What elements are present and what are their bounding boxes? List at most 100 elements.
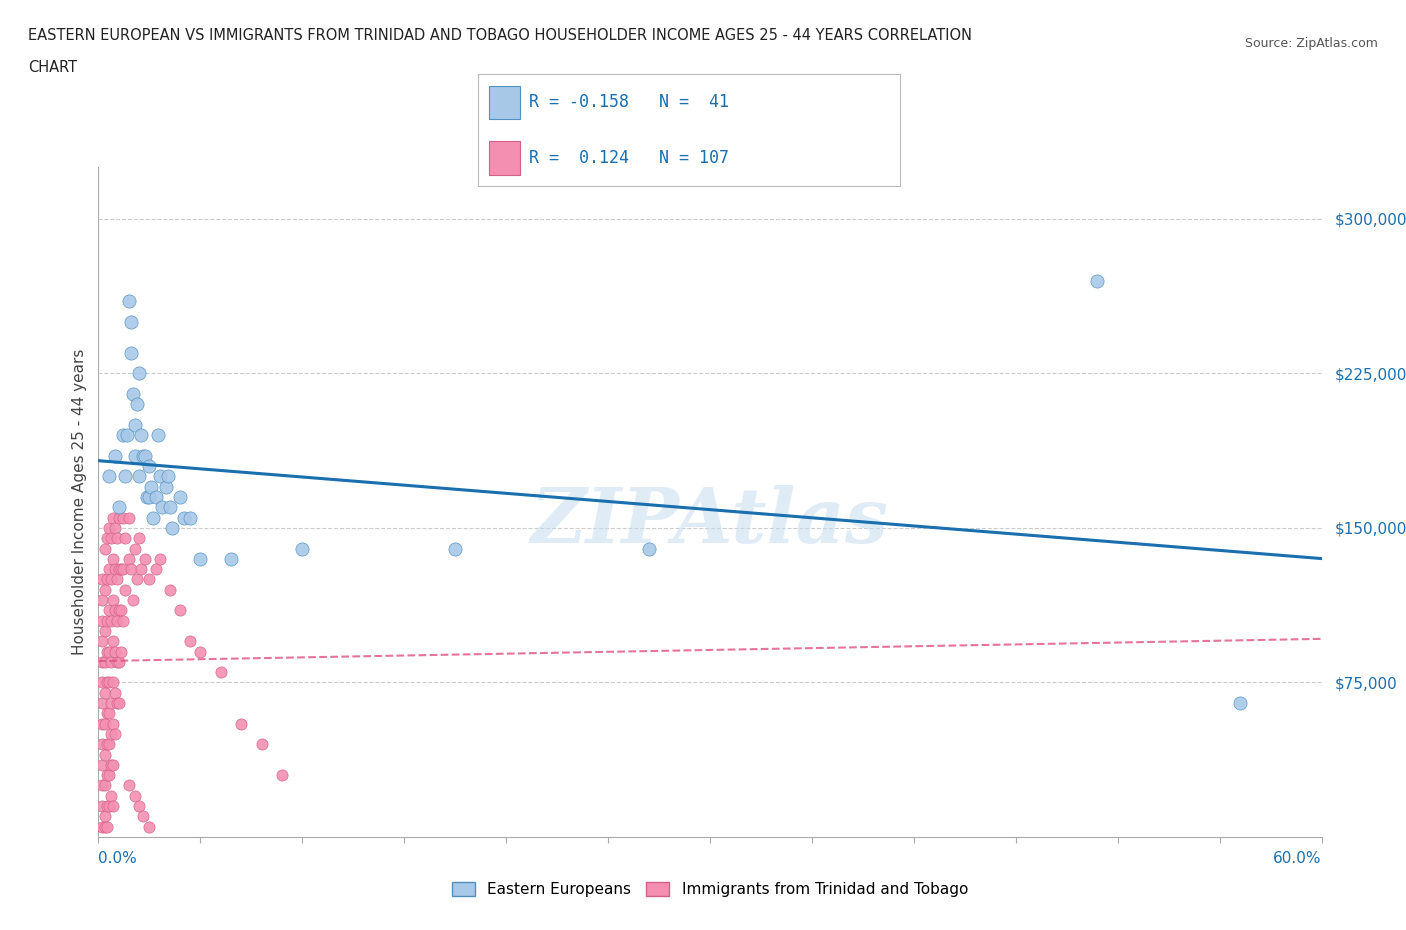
Point bbox=[120, 314, 142, 329]
Point bbox=[169, 603, 191, 618]
Point bbox=[101, 634, 124, 649]
Point bbox=[188, 551, 212, 566]
Point bbox=[97, 644, 120, 659]
Point bbox=[97, 521, 120, 536]
Bar bbox=[489, 86, 520, 119]
Point bbox=[96, 799, 118, 814]
Point bbox=[138, 572, 160, 587]
Point bbox=[138, 458, 160, 473]
Text: EASTERN EUROPEAN VS IMMIGRANTS FROM TRINIDAD AND TOBAGO HOUSEHOLDER INCOME AGES : EASTERN EUROPEAN VS IMMIGRANTS FROM TRIN… bbox=[28, 28, 972, 43]
Point bbox=[91, 737, 114, 751]
Point bbox=[91, 696, 114, 711]
Point bbox=[134, 551, 156, 566]
Point bbox=[97, 706, 120, 721]
Point bbox=[97, 469, 120, 484]
Point bbox=[105, 531, 128, 546]
Point bbox=[93, 655, 115, 670]
Point bbox=[156, 469, 179, 484]
Point bbox=[444, 541, 467, 556]
Point bbox=[96, 572, 118, 587]
Point bbox=[129, 562, 152, 577]
Point bbox=[114, 582, 136, 597]
Point bbox=[91, 757, 114, 772]
Point bbox=[128, 469, 150, 484]
Point bbox=[96, 531, 118, 546]
Point bbox=[104, 726, 127, 741]
Point bbox=[104, 562, 127, 577]
Point bbox=[93, 582, 115, 597]
Point bbox=[105, 655, 128, 670]
Point bbox=[110, 562, 132, 577]
Point bbox=[179, 634, 201, 649]
Point bbox=[122, 387, 145, 402]
Point bbox=[145, 562, 167, 577]
Point bbox=[96, 819, 118, 834]
Text: Source: ZipAtlas.com: Source: ZipAtlas.com bbox=[1244, 37, 1378, 50]
Text: ZIPAtlas: ZIPAtlas bbox=[531, 485, 889, 559]
Point bbox=[118, 551, 141, 566]
Point bbox=[97, 737, 120, 751]
Point bbox=[155, 479, 177, 494]
Point bbox=[128, 531, 150, 546]
Point bbox=[118, 778, 141, 793]
Point bbox=[93, 685, 115, 700]
Point bbox=[188, 644, 212, 659]
Point bbox=[91, 613, 114, 628]
Point bbox=[231, 716, 253, 731]
Point bbox=[93, 716, 115, 731]
Point bbox=[150, 500, 173, 515]
Point bbox=[122, 592, 145, 607]
Point bbox=[637, 541, 661, 556]
Point bbox=[110, 603, 132, 618]
Point bbox=[108, 603, 131, 618]
Text: R =  0.124   N = 107: R = 0.124 N = 107 bbox=[529, 149, 728, 167]
Point bbox=[108, 500, 131, 515]
Point bbox=[96, 613, 118, 628]
Point bbox=[149, 551, 172, 566]
Point bbox=[105, 696, 128, 711]
Point bbox=[108, 696, 131, 711]
Point bbox=[97, 768, 120, 783]
Point bbox=[100, 613, 122, 628]
Point bbox=[114, 531, 136, 546]
Point bbox=[91, 778, 114, 793]
Point bbox=[101, 757, 124, 772]
Point bbox=[100, 655, 122, 670]
Point bbox=[291, 541, 314, 556]
Legend: Eastern Europeans, Immigrants from Trinidad and Tobago: Eastern Europeans, Immigrants from Trini… bbox=[446, 876, 974, 903]
Point bbox=[101, 675, 124, 690]
Point bbox=[91, 716, 114, 731]
Point bbox=[129, 428, 152, 443]
Point bbox=[169, 489, 191, 504]
Point bbox=[132, 448, 155, 463]
Point bbox=[120, 345, 142, 360]
Point bbox=[160, 521, 183, 536]
Point bbox=[93, 623, 115, 638]
Point bbox=[91, 799, 114, 814]
Point bbox=[142, 511, 165, 525]
Point bbox=[91, 819, 114, 834]
Point bbox=[111, 511, 134, 525]
Point bbox=[146, 428, 169, 443]
Point bbox=[108, 655, 131, 670]
Point bbox=[124, 789, 146, 804]
Point bbox=[91, 592, 114, 607]
Point bbox=[1229, 696, 1251, 711]
Point bbox=[111, 613, 134, 628]
Point bbox=[91, 634, 114, 649]
Point bbox=[93, 778, 115, 793]
Point bbox=[101, 551, 124, 566]
Point bbox=[101, 716, 124, 731]
Point bbox=[118, 294, 141, 309]
Point bbox=[100, 531, 122, 546]
Point bbox=[124, 541, 146, 556]
Point bbox=[159, 582, 181, 597]
Point bbox=[128, 799, 150, 814]
Point bbox=[100, 789, 122, 804]
Point bbox=[93, 747, 115, 762]
Point bbox=[91, 675, 114, 690]
Point bbox=[97, 603, 120, 618]
Point bbox=[179, 511, 201, 525]
Point bbox=[250, 737, 273, 751]
Point bbox=[101, 592, 124, 607]
